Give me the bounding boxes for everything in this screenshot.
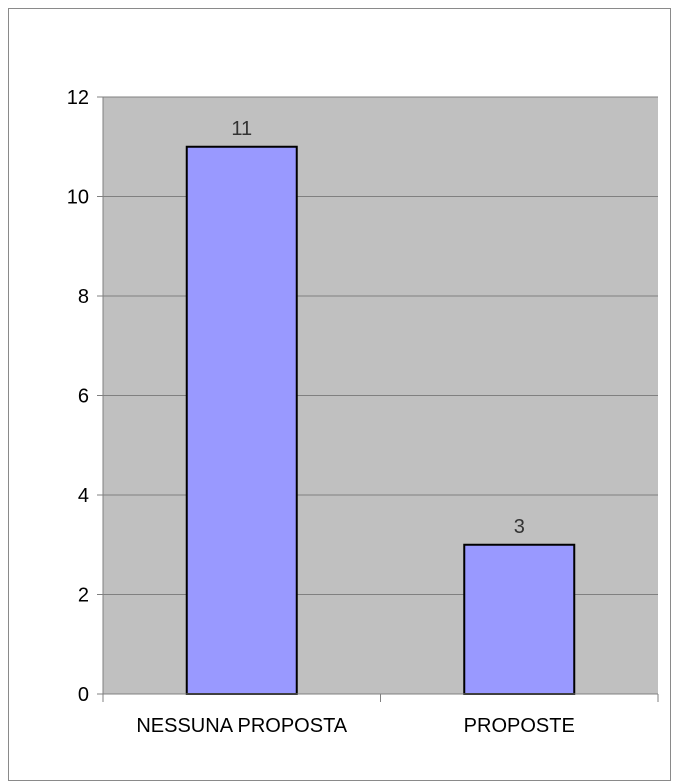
y-tick-labels: 0 2 4 6 8 10 12 (67, 87, 89, 706)
x-tick-labels: NESSUNA PROPOSTA PROPOSTE (136, 715, 574, 737)
y-tick-label: 6 (78, 386, 89, 408)
y-tick-label: 8 (78, 286, 89, 308)
y-tick-label: 4 (78, 485, 89, 507)
bar-proposte (463, 543, 576, 695)
x-tick-label: PROPOSTE (464, 715, 575, 737)
axes (97, 96, 659, 702)
y-tick-label: 12 (67, 87, 89, 109)
data-label: 3 (514, 516, 525, 538)
data-labels: 11 3 (231, 118, 524, 538)
data-label: 11 (231, 118, 252, 140)
bar-nessuna-proposta (185, 145, 298, 695)
y-tick-label: 0 (78, 684, 89, 706)
y-tick-label: 2 (78, 585, 89, 607)
x-tick-label: NESSUNA PROPOSTA (136, 715, 347, 737)
y-tick-label: 10 (67, 187, 89, 209)
